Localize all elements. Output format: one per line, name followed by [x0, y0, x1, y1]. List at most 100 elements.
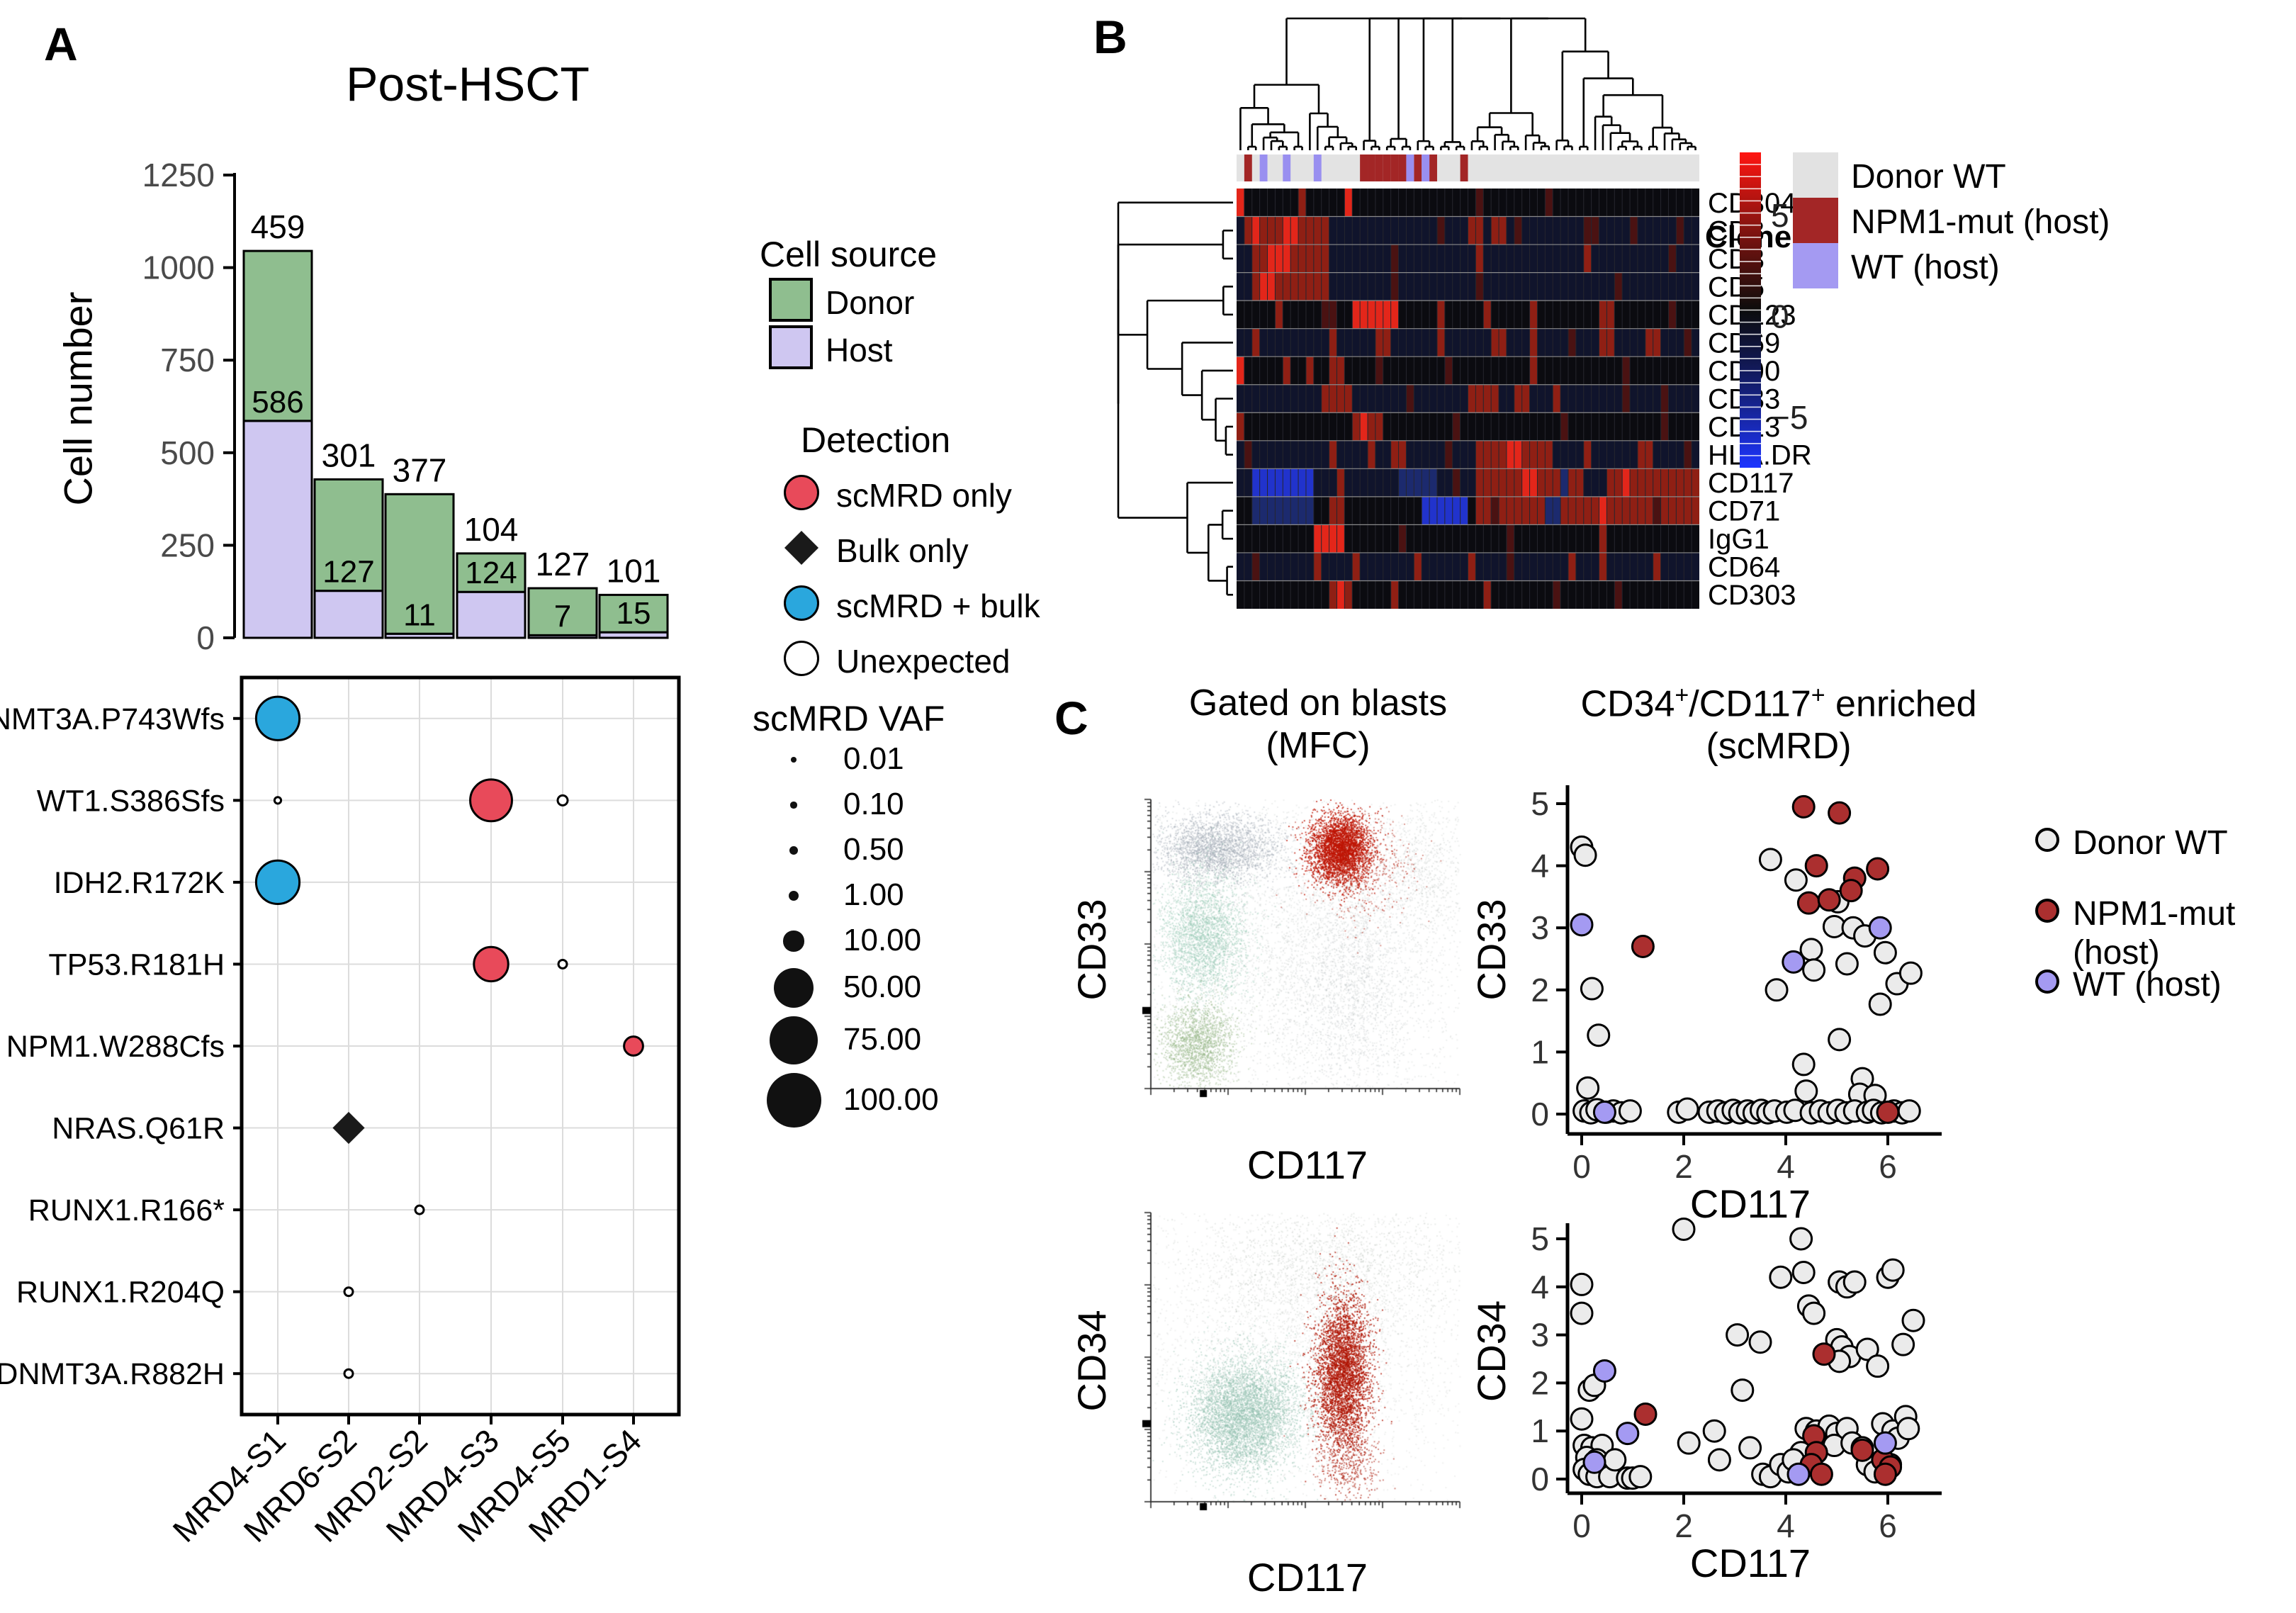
data-point	[1628, 1465, 1653, 1489]
legend-item: 10.00	[753, 918, 986, 964]
clone-stripe-wt-host	[1406, 154, 1414, 181]
x-tick-label: 0	[1572, 1507, 1591, 1544]
heatmap-block	[1244, 440, 1252, 469]
clone-stripe-npm1	[1383, 154, 1391, 181]
clone-stripe-npm1	[1360, 154, 1368, 181]
circle-icon	[784, 475, 819, 510]
clone-stripe-wt-host	[1283, 154, 1291, 181]
barchart-title: Post-HSCT	[346, 57, 590, 111]
heatmap-block	[1344, 189, 1353, 217]
data-point	[1582, 1450, 1606, 1474]
mfc-cd33-plot	[1132, 795, 1465, 1107]
heatmap-block	[1599, 552, 1607, 581]
vaf-dot	[273, 796, 283, 805]
heatmap-legend-label: NPM1-mut (host)	[1851, 203, 2110, 241]
heatmap-block	[1614, 272, 1623, 301]
legend-item: 0.01	[753, 737, 986, 782]
bar-label-donor: 127	[536, 546, 590, 583]
clone-stripe-npm1	[1414, 154, 1422, 181]
scmrd-title: CD34+/CD117+ enriched (scMRD)	[1538, 682, 2020, 768]
data-point	[1898, 961, 1923, 985]
x-axis-label: CD117	[1690, 1181, 1811, 1226]
scmrd-legend-label: WT (host)	[2073, 966, 2222, 1004]
panel-c-label: C	[1054, 692, 1088, 744]
data-point	[1866, 857, 1890, 881]
mutation-label: IDH2.R172K	[54, 866, 225, 900]
vaf-dot	[254, 695, 301, 741]
legend-item-label: Donor	[826, 284, 915, 321]
heatmap-block	[1390, 245, 1399, 273]
heatmap-block	[1368, 440, 1375, 469]
size-dot-icon	[783, 931, 804, 952]
heatmap-block	[1452, 468, 1461, 497]
heatmap-block	[1506, 552, 1514, 581]
legend-item-label: 100.00	[843, 1081, 939, 1117]
heatmap-block	[1668, 300, 1677, 329]
heatmap-block	[1684, 328, 1692, 357]
swatch-icon	[769, 278, 813, 322]
clone-stripe-npm1	[1460, 154, 1468, 181]
colorbar-tick-label: 5	[1771, 197, 1789, 234]
data-point	[1839, 879, 1863, 903]
y-tick-label: 1	[1531, 1033, 1549, 1070]
data-point	[1804, 854, 1828, 878]
legend-item-label: 75.00	[843, 1022, 922, 1057]
legend-item-label: 0.50	[843, 832, 904, 867]
size-dot-icon	[770, 1016, 818, 1065]
legend-item-label: Unexpected	[836, 643, 1011, 680]
mutation-label: TP53.R181H	[48, 948, 225, 982]
heatmap-block	[1553, 580, 1561, 609]
y-tick-label: 4	[1531, 1269, 1549, 1305]
bar-segment-donor	[384, 493, 455, 635]
heatmap-block	[1390, 272, 1399, 301]
legend-item: scMRD only	[780, 469, 1077, 524]
data-point	[1791, 1260, 1816, 1284]
clone-stripe-npm1	[1398, 154, 1407, 181]
y-tick-label: 250	[160, 527, 215, 563]
data-point	[1782, 950, 1806, 974]
vaf-dot	[254, 859, 301, 905]
data-point	[1570, 1301, 1594, 1325]
scmrd-title-part: CD34	[1580, 683, 1675, 725]
mfc-title: Gated on blasts (MFC)	[1148, 682, 1488, 767]
bar-segment-host	[313, 590, 384, 639]
vaf-dot	[414, 1204, 425, 1215]
mfc-x-axis-label: CD117	[1247, 1142, 1368, 1187]
heatmap-row-label: CD117	[1708, 468, 1794, 499]
data-point	[1873, 940, 1897, 965]
heatmap-block	[1436, 300, 1445, 329]
data-point	[1580, 977, 1604, 1001]
heatmap-block	[1529, 300, 1538, 329]
legend-item: scMRD + bulk	[780, 580, 1077, 635]
data-point	[1570, 913, 1594, 937]
y-axis-label: CD34	[1469, 1300, 1514, 1402]
legend-item: Unexpected	[780, 635, 1077, 690]
data-point	[1758, 848, 1782, 872]
y-tick-label: 0	[196, 619, 215, 656]
bar-segment-donor	[598, 593, 669, 634]
heatmap-legend-swatch	[1793, 198, 1838, 243]
bar-label-donor: 101	[607, 552, 661, 589]
heatmap-block	[1475, 189, 1484, 217]
heatmap-block	[1630, 216, 1638, 245]
legend-item: 100.00	[753, 1069, 986, 1132]
legend-item: Host	[769, 325, 981, 373]
data-point	[1603, 1448, 1627, 1472]
data-point	[1573, 843, 1597, 867]
scmrd-legend-circle-icon	[2035, 899, 2059, 923]
legend-vaf-title: scMRD VAF	[753, 699, 945, 738]
heatmap-row-label: CD71	[1708, 496, 1780, 527]
bar-label-host: 586	[252, 385, 303, 420]
clone-stripe-npm1	[1390, 154, 1399, 181]
y-tick-label: 0	[1531, 1461, 1549, 1497]
heatmap-block	[1568, 328, 1576, 357]
data-point	[1765, 978, 1789, 1002]
heatmap-block	[1444, 440, 1453, 469]
heatmap-block	[1614, 580, 1623, 609]
data-point	[1812, 1342, 1836, 1366]
data-point	[1616, 1422, 1640, 1446]
heatmap-block	[1398, 524, 1407, 553]
legend-detection: scMRD only Bulk only scMRD + bulk Unexpecte…	[780, 469, 1077, 690]
bar-label-donor: 301	[322, 437, 376, 473]
scmrd-title-part: enriched	[1825, 683, 1977, 725]
